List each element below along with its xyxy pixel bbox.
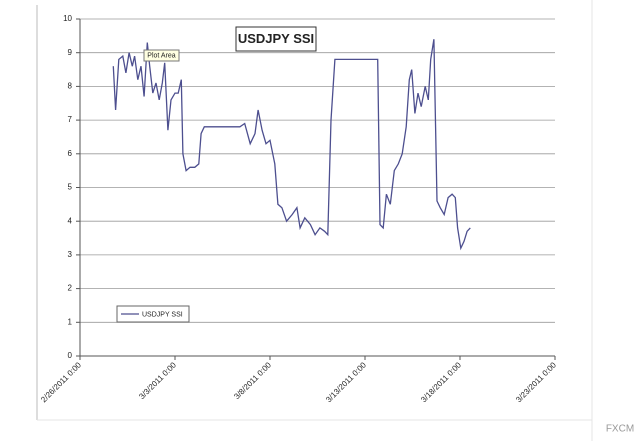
- y-tick-label: 6: [68, 149, 73, 158]
- y-tick-label: 2: [68, 284, 73, 293]
- y-tick-label: 1: [68, 317, 73, 326]
- legend-label: USDJPY SSI: [142, 311, 183, 318]
- chart-title: USDJPY SSI: [238, 31, 314, 46]
- y-tick-label: 8: [68, 82, 73, 91]
- watermark: FXCM: [606, 424, 634, 435]
- series-line: [112, 39, 471, 251]
- y-tick-label: 4: [68, 216, 73, 225]
- title-box: [235, 26, 317, 52]
- y-tick-label: 9: [68, 48, 73, 57]
- y-tick-label: 0: [68, 351, 73, 360]
- y-tick-label: 5: [68, 183, 73, 192]
- y-tick-label: 3: [68, 250, 73, 259]
- tooltip: Plot Area: [147, 53, 176, 60]
- tooltip-box: [143, 49, 180, 62]
- y-tick-label: 7: [68, 115, 73, 124]
- y-tick-label: 10: [63, 14, 72, 23]
- legend-box: [116, 305, 190, 323]
